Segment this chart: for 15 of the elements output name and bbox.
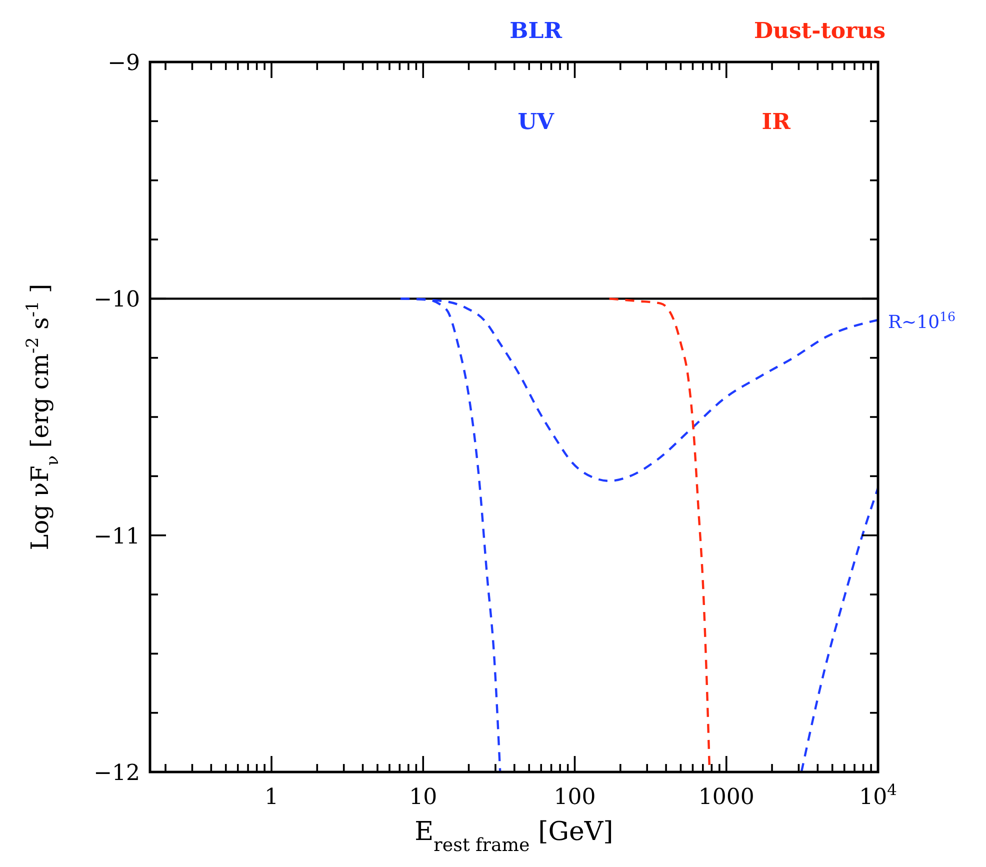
- x-axis-title: E$_{rest frame}$ [GeV]: [414, 817, 614, 856]
- text: BLR: [510, 18, 563, 44]
- series-label: R~10$^{16}$: [888, 308, 956, 333]
- x-tick-label: 1: [264, 785, 279, 810]
- x-tick-label: 10$^{4}$: [859, 781, 898, 810]
- x-tick-label: 1000: [698, 785, 754, 810]
- annotation: UV: [518, 109, 555, 135]
- text: Dust-torus: [754, 18, 886, 44]
- x-tick-label: 10: [409, 785, 438, 810]
- y-tick-label: −10: [94, 288, 140, 313]
- x-tick-label: 100: [554, 785, 596, 810]
- y-tick-label: −11: [94, 524, 140, 550]
- annotation: IR: [762, 109, 792, 135]
- y-tick-label: −9: [108, 51, 140, 76]
- y-tick-label: −12: [94, 761, 140, 786]
